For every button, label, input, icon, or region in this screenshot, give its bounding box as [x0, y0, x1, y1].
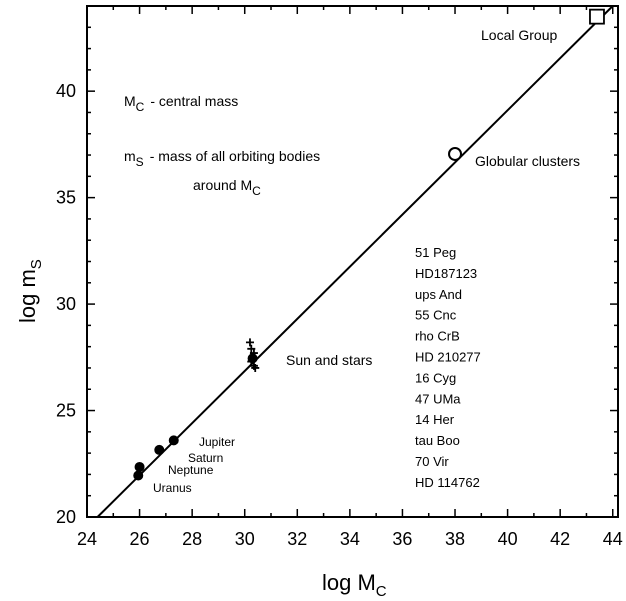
y-axis-title: log mS — [15, 259, 45, 323]
globular-cluster-point — [448, 146, 463, 161]
planet-label: Jupiter — [199, 435, 235, 449]
y-tick-label: 40 — [56, 81, 76, 101]
x-tick-label: 40 — [498, 529, 518, 549]
data-marks — [133, 8, 605, 481]
planet-point — [134, 461, 145, 472]
star-list-item: 47 UMa — [415, 391, 461, 406]
y-tick-label: 25 — [56, 401, 76, 421]
local-group-label: Local Group — [481, 27, 557, 43]
sun-stars-label: Sun and stars — [286, 352, 372, 368]
planet-point — [133, 470, 144, 481]
x-tick-label: 28 — [182, 529, 202, 549]
legend-ms-line: mS - mass of all orbiting bodies — [124, 148, 320, 169]
star-list-item: rho CrB — [415, 329, 460, 344]
star-list-item: 16 Cyg — [415, 370, 456, 385]
y-tick-label: 20 — [56, 507, 76, 527]
planet-point — [168, 435, 179, 446]
planet-label: Uranus — [153, 481, 192, 495]
star-list-item: HD 210277 — [415, 350, 481, 365]
fit-line — [96, 5, 614, 518]
x-tick-label: 34 — [340, 529, 360, 549]
planet-point — [154, 444, 165, 455]
x-tick-label: 26 — [130, 529, 150, 549]
star-list-item: 51 Peg — [415, 245, 456, 260]
local-group-point — [589, 8, 605, 25]
star-point — [251, 363, 260, 372]
star-point — [247, 344, 256, 353]
star-list-item: 14 Her — [415, 412, 455, 427]
star-list-item: 55 Cnc — [415, 308, 457, 323]
star-list-item: tau Boo — [415, 433, 460, 448]
star-point — [245, 338, 254, 347]
x-tick-label: 44 — [603, 529, 623, 549]
x-tick-label: 36 — [392, 529, 412, 549]
planet-label: Saturn — [188, 451, 223, 465]
star-list-item: 70 Vir — [415, 454, 449, 469]
star-list-item: ups And — [415, 287, 462, 302]
y-tick-label: 30 — [56, 294, 76, 314]
legend-mc-line: MC - central mass — [124, 93, 238, 114]
y-tick-label: 35 — [56, 188, 76, 208]
sun-point — [247, 353, 258, 364]
star-list-item: HD187123 — [415, 266, 477, 281]
planet-label: Neptune — [168, 463, 214, 477]
x-tick-label: 38 — [445, 529, 465, 549]
legend-around-line: around MC — [193, 177, 261, 198]
star-list: 51 Peg HD187123 ups And 55 Cnc rho CrB HD 210… — [415, 245, 481, 490]
x-axis-title: log MC — [322, 570, 387, 600]
x-tick-label: 24 — [77, 529, 97, 549]
x-tick-label: 42 — [550, 529, 570, 549]
globular-label: Globular clusters — [475, 153, 580, 169]
x-tick-label: 32 — [287, 529, 307, 549]
y-tick-labels: 20 25 30 35 40 — [56, 81, 76, 527]
axis-ticks — [86, 5, 618, 518]
x-tick-labels: 24 26 28 30 32 34 36 38 40 42 44 — [77, 529, 623, 549]
plot-frame — [86, 5, 619, 518]
star-list-item: HD 114762 — [415, 475, 480, 490]
x-tick-label: 30 — [235, 529, 255, 549]
